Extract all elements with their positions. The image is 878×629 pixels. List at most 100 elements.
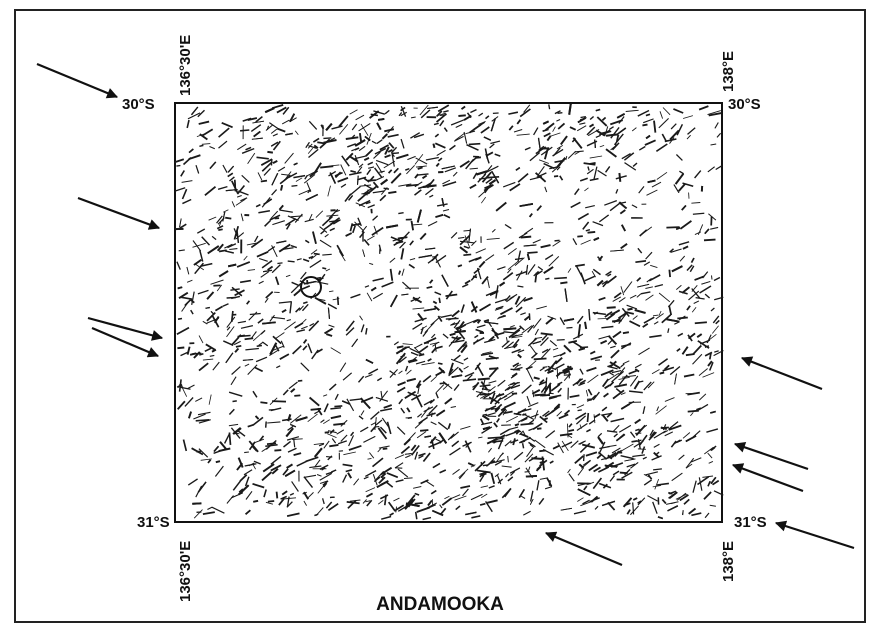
- lineament: [355, 114, 365, 121]
- lineament: [615, 388, 622, 394]
- lineament: [668, 305, 673, 316]
- lineament: [634, 309, 646, 314]
- lineament: [394, 454, 405, 460]
- lineament: [480, 485, 489, 488]
- lineament: [483, 136, 492, 141]
- lineament: [632, 315, 638, 320]
- lineament: [384, 109, 390, 115]
- lineament: [383, 404, 393, 409]
- lineament: [532, 390, 535, 398]
- lineament: [545, 122, 555, 131]
- lineament: [284, 469, 296, 478]
- lineament: [593, 166, 598, 180]
- lineament: [678, 454, 685, 461]
- lineament: [486, 499, 498, 504]
- lineament: [378, 445, 390, 449]
- lineament: [488, 355, 498, 360]
- lineament: [587, 129, 600, 137]
- lineament: [365, 487, 376, 493]
- lineament: [512, 338, 520, 348]
- lineament: [493, 422, 498, 428]
- lineament: [685, 435, 697, 443]
- lineament: [442, 383, 450, 390]
- lineament: [403, 477, 413, 480]
- lineament: [599, 214, 609, 223]
- lineament: [254, 235, 259, 243]
- lineament: [698, 477, 703, 491]
- lineament: [526, 395, 531, 405]
- lineament: [480, 352, 494, 356]
- lineament: [676, 123, 684, 136]
- lineament: [182, 198, 192, 205]
- lineament: [637, 500, 642, 504]
- lineament: [509, 426, 519, 430]
- lineament: [393, 341, 399, 346]
- lineament: [629, 431, 636, 438]
- lineament: [350, 293, 361, 299]
- lineament: [582, 454, 585, 462]
- lineament: [316, 474, 322, 477]
- lineament: [407, 498, 416, 508]
- lineament: [696, 333, 703, 338]
- lineament: [593, 466, 601, 473]
- lineament: [641, 446, 646, 454]
- lineament: [507, 476, 514, 482]
- lineament: [690, 457, 702, 463]
- lineament: [240, 129, 250, 132]
- lineament: [325, 333, 333, 337]
- lineament: [472, 384, 477, 388]
- lineament: [670, 502, 676, 505]
- map-title: ANDAMOOKA: [376, 594, 504, 615]
- lineament: [332, 219, 341, 225]
- lineament: [429, 279, 434, 284]
- lineament: [687, 391, 700, 396]
- lineament: [364, 373, 373, 378]
- lineament: [265, 439, 277, 450]
- lineament: [398, 270, 402, 275]
- lineament: [272, 335, 282, 345]
- lineament: [423, 399, 433, 406]
- lineament: [476, 267, 482, 280]
- lineament: [430, 375, 437, 383]
- lineament: [459, 160, 470, 168]
- lineament: [338, 251, 346, 262]
- lineament: [620, 454, 634, 460]
- lineament: [209, 354, 215, 357]
- lineament: [640, 291, 651, 295]
- lineament: [549, 460, 554, 464]
- lineament: [519, 108, 531, 118]
- lineament: [180, 351, 188, 357]
- lineament: [398, 370, 403, 374]
- lineament: [528, 455, 538, 462]
- lineament: [453, 319, 461, 329]
- lineament: [488, 447, 492, 453]
- lineament: [281, 119, 290, 125]
- lineament: [315, 210, 324, 218]
- lineament: [707, 110, 721, 116]
- lineament: [432, 143, 436, 149]
- lineament: [234, 289, 245, 297]
- lineament: [267, 150, 274, 154]
- lineament: [389, 268, 394, 281]
- lineament: [420, 406, 430, 418]
- lineament: [494, 403, 503, 412]
- lineament: [242, 359, 254, 361]
- lineament: [181, 302, 189, 312]
- lineament: [502, 409, 508, 416]
- lineament: [181, 180, 193, 183]
- lineament: [414, 421, 423, 429]
- lineament: [589, 177, 599, 182]
- lineament: [182, 387, 188, 397]
- lineament: [317, 482, 327, 494]
- lineament: [540, 332, 553, 336]
- lineament: [359, 426, 369, 433]
- lineament: [682, 432, 691, 439]
- lineament: [479, 474, 485, 482]
- lineament: [510, 439, 519, 444]
- lineament: [450, 405, 457, 409]
- lineament: [302, 491, 307, 495]
- lineament: [236, 230, 240, 244]
- lineament: [386, 472, 399, 479]
- lineament: [547, 315, 557, 320]
- lineament: [414, 173, 419, 179]
